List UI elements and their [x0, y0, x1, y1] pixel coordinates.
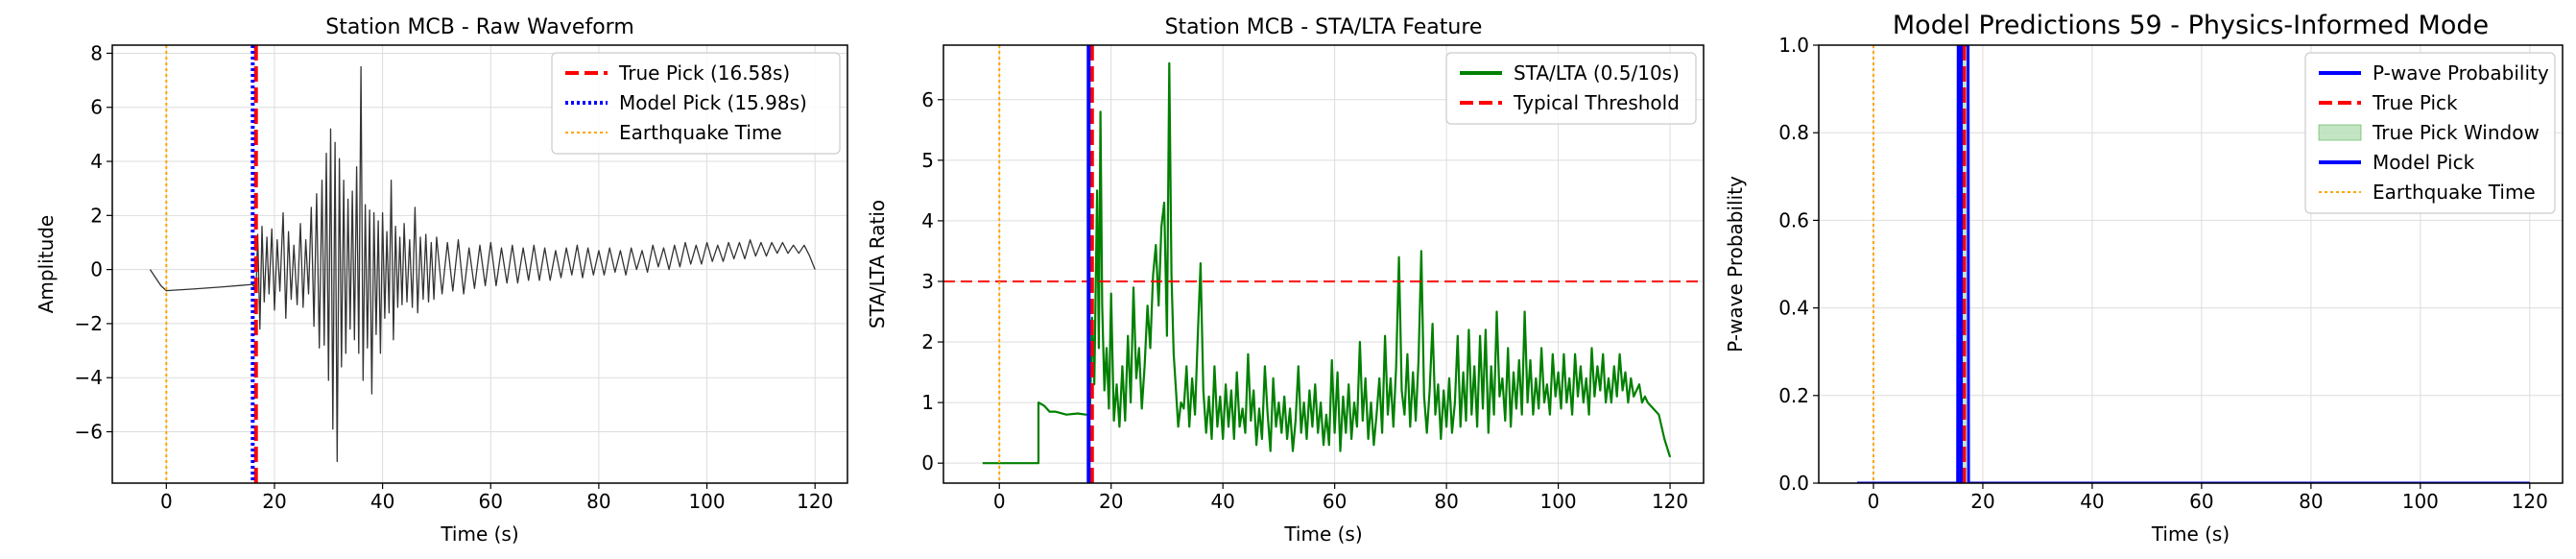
legend-box [2304, 52, 2556, 214]
x-axis-label: Time (s) [2151, 523, 2230, 546]
legend-label: True Pick [2372, 91, 2458, 114]
axes-frame [1818, 44, 2564, 484]
x-tick-label: 60 [1323, 490, 1347, 513]
x-tick-label: 20 [262, 490, 286, 513]
axes-frame [111, 44, 848, 484]
y-tick-label: −2 [75, 312, 103, 335]
x-axis-label: Time (s) [1283, 523, 1362, 546]
chart-title: Station MCB - STA/LTA Feature [1165, 15, 1483, 39]
legend-label: P-wave Probability [2373, 61, 2549, 85]
y-tick-label: 6 [90, 96, 103, 119]
x-tick-label: 100 [1539, 490, 1576, 513]
x-tick-label: 40 [1210, 490, 1234, 513]
legend: P-wave Probability True Pick True Pick Win… [2304, 52, 2556, 214]
x-tick-label: 20 [1099, 490, 1123, 513]
y-tick-label: 0.8 [1778, 121, 1809, 144]
chart-title: Model Predictions 59 - Physics-Informed … [1893, 11, 2489, 40]
y-axis-label: Amplitude [35, 215, 58, 314]
y-tick-label: 1.0 [1778, 34, 1809, 57]
y-tick-label: 4 [90, 150, 103, 173]
legend-label: Earthquake Time [619, 121, 782, 144]
y-tick-label: 3 [921, 270, 934, 293]
y-axis-label: P-wave Probability [1724, 176, 1747, 352]
chart-panel-3: 0 20 40 60 80 100 120 0.0 0.2 0.4 0.6 0.8 1.0 Model P… [1724, 11, 2564, 546]
y-tick-label: −4 [75, 366, 103, 389]
y-tick-label: 0.4 [1778, 297, 1809, 320]
legend: STA/LTA (0.5/10s) Typical Threshold [1445, 52, 1697, 125]
x-tick-label: 120 [1652, 490, 1688, 513]
series-line-0 [149, 65, 816, 463]
y-tick-label: 4 [921, 209, 934, 232]
plot-area [149, 45, 816, 483]
legend: True Pick (16.58s) Model Pick (15.98s) Ear… [551, 52, 841, 155]
y-tick-label: −6 [75, 421, 103, 444]
y-tick-label: 0 [90, 258, 103, 281]
y-tick-label: 0.0 [1778, 472, 1809, 495]
x-tick-label: 80 [1434, 490, 1458, 513]
series-line-0 [982, 61, 1672, 465]
chart-panel-1: 0 20 40 60 80 100 120 −6 −4 −2 0 2 4 6 8 Station MCB - … [35, 15, 848, 546]
y-tick-label: 2 [921, 330, 934, 353]
x-tick-label: 20 [1970, 490, 1994, 513]
chart-panel-2: 0 20 40 60 80 100 120 0 1 2 3 4 5 6 Station MCB - STA/… [866, 15, 1705, 546]
legend-label: Model Pick [2373, 151, 2475, 174]
legend-label: Model Pick (15.98s) [619, 91, 807, 114]
legend-label: True Pick Window [2372, 121, 2540, 144]
y-tick-label: 2 [90, 204, 103, 227]
x-tick-label: 60 [2189, 490, 2213, 513]
y-tick-label: 0 [921, 451, 934, 474]
y-tick-label: 8 [90, 41, 103, 64]
x-tick-label: 40 [2080, 490, 2104, 513]
x-tick-label: 40 [370, 490, 394, 513]
x-tick-label: 100 [688, 490, 725, 513]
legend-label: Earthquake Time [2373, 181, 2536, 204]
chart-title: Station MCB - Raw Waveform [325, 15, 634, 39]
plot-area [943, 45, 1704, 483]
x-tick-label: 120 [2512, 490, 2548, 513]
y-tick-label: 0.6 [1778, 208, 1809, 231]
legend-box [1445, 52, 1697, 125]
x-tick-label: 0 [1868, 490, 1880, 513]
y-tick-label: 5 [921, 149, 934, 172]
axes-frame [942, 44, 1705, 484]
x-tick-label: 80 [586, 490, 610, 513]
plot-area [1856, 45, 2530, 483]
legend-label: STA/LTA (0.5/10s) [1514, 61, 1680, 85]
legend-box [551, 52, 841, 155]
y-tick-label: 1 [921, 391, 934, 414]
x-tick-label: 120 [797, 490, 833, 513]
legend-label: Typical Threshold [1513, 91, 1680, 114]
x-tick-label: 100 [2402, 490, 2439, 513]
y-tick-label: 0.2 [1778, 384, 1809, 407]
legend-label: True Pick (16.58s) [618, 61, 790, 85]
y-tick-label: 6 [921, 88, 934, 111]
y-axis-label: STA/LTA Ratio [866, 200, 889, 328]
x-tick-label: 0 [993, 490, 1006, 513]
x-tick-label: 60 [479, 490, 503, 513]
x-axis-label: Time (s) [440, 523, 518, 546]
x-tick-label: 0 [160, 490, 173, 513]
legend-swatch [2318, 124, 2362, 141]
x-tick-label: 80 [2299, 490, 2323, 513]
